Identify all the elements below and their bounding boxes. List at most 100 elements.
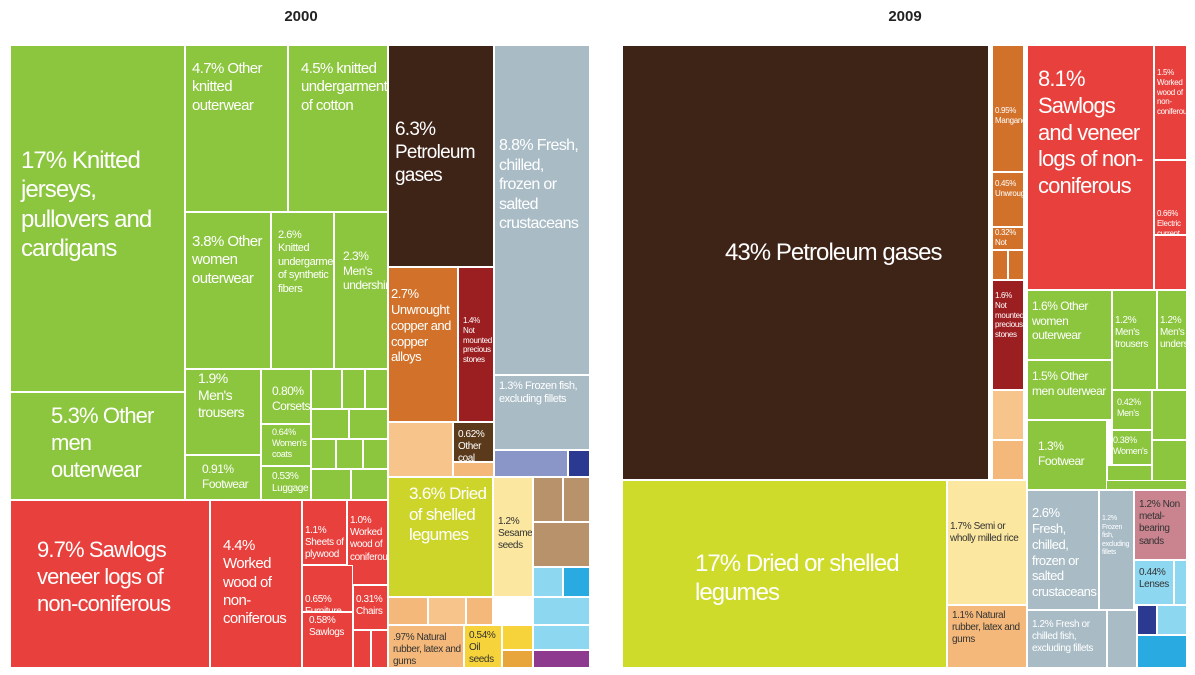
tile-text: 6.3% Petroleum gases [395, 118, 491, 188]
category-label: Worked wood of non-coniferous [1157, 77, 1187, 116]
tile-text: 0.32% Not [995, 228, 1021, 248]
tile-text: 3.8% Other women outerwear [192, 233, 268, 288]
category-label: Corsets [272, 398, 310, 413]
value-label: 1.4% [463, 316, 480, 325]
tile-text: 1.9% Men's trousers [198, 370, 258, 421]
tile: 1.1% Natural rubber, latex and gums [947, 605, 1027, 668]
tile-text: 1.4% Not mounted precious stones [463, 316, 492, 365]
category-label: Sawlogs veneer logs of non-coniferous [37, 537, 171, 616]
tile-text: 0.64% Women's coats [272, 427, 308, 460]
value-label: 0.58% [309, 615, 336, 626]
category-label: Sesame seeds [498, 528, 533, 552]
filler-tile [1137, 605, 1157, 635]
value-label: 0.62% [458, 429, 485, 440]
category-label: Men's trousers [198, 387, 245, 421]
filler-tile [494, 450, 568, 477]
tile-text: 2.6% Fresh, chilled, frozen or salted cr… [1032, 505, 1097, 600]
tile: 0.91% Footwear [185, 455, 261, 500]
tile: 6.3% Petroleum gases [388, 45, 494, 267]
filler-tile [1174, 560, 1187, 605]
value-label: 1.3% [499, 380, 523, 392]
filler-tile [502, 650, 533, 668]
value-label: 1.0% [350, 515, 372, 526]
category-label: Sawlogs and veneer logs of non-coniferou… [1038, 92, 1143, 199]
tile: 1.2% Men's trousers [1112, 290, 1157, 390]
tile: 8.8% Fresh, chilled, frozen or salted cr… [494, 45, 590, 375]
filler-tile [533, 522, 590, 567]
tile: 0.42% Men's [1112, 390, 1152, 430]
value-label: 43% [725, 239, 771, 266]
tile-text: 1.6% Not mounted precious stones [995, 291, 1023, 340]
category-label: Chairs [356, 606, 383, 618]
tile: 1.3% Frozen fish, excluding fillets [494, 375, 590, 450]
tile: 0.45% Unwrought [992, 172, 1024, 227]
filler-tile [533, 597, 590, 625]
tile: 2.6% Knitted undergarments of synthetic … [271, 212, 334, 369]
value-label: 3.6% [409, 484, 446, 503]
tile: 0.32% Not [992, 227, 1024, 250]
filler-tile [311, 409, 349, 439]
filler-tile [533, 625, 590, 650]
tile: 1.2% Fresh or chilled fish, excluding fi… [1027, 610, 1107, 668]
tile-text: 17% Knitted jerseys, pullovers and cardi… [21, 146, 182, 263]
category-label: Fresh or chilled fish, excluding fillets [1032, 619, 1094, 655]
value-label: 1.2% [1139, 499, 1161, 510]
tile-text: 1.7% Semi or wholly milled rice [950, 521, 1024, 545]
category-label: Footwear [202, 476, 249, 491]
category-label: Not [995, 237, 1007, 247]
tile-text: 0.65% Furniture parts [305, 594, 350, 611]
filler-tile [533, 477, 563, 522]
tile: 0.31% Chairs [353, 585, 388, 630]
value-label: 2.3% [343, 249, 369, 263]
category-label: Electric current [1157, 218, 1181, 235]
category-label: Knitted undergarments of synthetic fiber… [278, 242, 333, 295]
value-label: 17% [695, 550, 741, 577]
tile: 1.3% Footwear [1027, 420, 1107, 490]
tile-text: 1.2% Frozen fish, excluding fillets [1102, 515, 1131, 558]
filler-tile [1154, 235, 1187, 290]
value-label: 0.44% [1139, 567, 1166, 578]
filler-tile [563, 567, 590, 597]
filler-tile [453, 462, 494, 477]
filler-tile [1137, 635, 1187, 668]
category-label: Other women outerwear [192, 233, 262, 287]
tile: 1.6% Other women outerwear [1027, 290, 1112, 360]
tile: 0.62% Other coal [453, 422, 494, 462]
category-label: Fresh, chilled, frozen or salted crustac… [1032, 520, 1097, 600]
category-label: Knitted jerseys, pullovers and cardigans [21, 147, 152, 262]
value-label: 1.2% [1102, 515, 1117, 522]
value-label: 1.5% [1157, 68, 1174, 77]
tile: 2.7% Unwrought copper and copper alloys [388, 267, 458, 422]
value-label: 8.1% [1038, 66, 1085, 91]
tile: 0.80% Corsets [261, 369, 311, 424]
tile-text: 9.7% Sawlogs veneer logs of non-conifero… [37, 537, 207, 617]
tile-text: 0.45% Unwrought [995, 179, 1023, 199]
category-label: Not mounted precious stones [463, 325, 492, 364]
filler-tile [336, 439, 363, 469]
tile-text: 1.5% Other men outerwear [1032, 369, 1109, 398]
tile-text: 0.44% Lenses [1139, 567, 1171, 591]
value-label: 0.31% [356, 594, 383, 605]
category-label: Lenses [1139, 579, 1169, 591]
category-label: Natural rubber, latex and gums [393, 632, 461, 668]
tile: 1.2% Non metal-bearing sands [1134, 490, 1187, 560]
tile: 17% Dried or shelled legumes [622, 480, 947, 668]
filler-tile [349, 409, 388, 439]
value-label: 4.4% [223, 537, 255, 554]
tile: 0.95% Manganese [992, 45, 1024, 172]
category-label: Sawlogs [309, 627, 344, 639]
tile-text: 0.54% Oil seeds [469, 630, 499, 667]
value-label: 1.2% [498, 516, 520, 527]
value-label: 5.3% [51, 403, 98, 428]
category-label: Other men outerwear [1032, 369, 1106, 398]
tile: 0.58% Sawlogs [302, 612, 353, 668]
chart-title: 2009 [888, 8, 922, 25]
category-label: Natural rubber, latex and gums [952, 610, 1020, 646]
category-label: Men's trousers [1115, 327, 1148, 351]
tile: 1.5% Worked wood of non-coniferous [1154, 45, 1187, 160]
filler-tile [311, 469, 351, 500]
tile-text: 0.91% Footwear [202, 462, 258, 491]
tile: 43% Petroleum gases [622, 45, 989, 480]
category-label: knitted undergarments of cotton [301, 60, 388, 114]
category-label: Luggage [272, 483, 309, 495]
